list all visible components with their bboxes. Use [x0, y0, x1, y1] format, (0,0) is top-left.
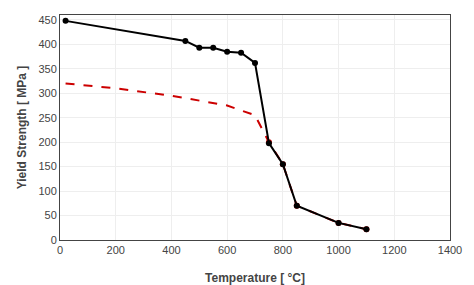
svg-text:200: 200	[38, 136, 56, 148]
svg-text:1200: 1200	[382, 244, 406, 256]
svg-text:400: 400	[162, 244, 180, 256]
svg-text:250: 250	[38, 112, 56, 124]
svg-text:150: 150	[38, 160, 56, 172]
svg-text:600: 600	[218, 244, 236, 256]
svg-text:400: 400	[38, 38, 56, 50]
svg-text:1000: 1000	[326, 244, 350, 256]
svg-text:450: 450	[38, 14, 56, 26]
svg-text:Temperature [ °C]: Temperature [ °C]	[205, 271, 305, 285]
svg-text:Yield Strength [ MPa ]: Yield Strength [ MPa ]	[15, 66, 29, 190]
svg-text:0: 0	[51, 234, 57, 246]
svg-text:1400: 1400	[438, 244, 462, 256]
svg-text:300: 300	[38, 87, 56, 99]
svg-text:50: 50	[45, 209, 57, 221]
svg-text:100: 100	[38, 185, 56, 197]
svg-text:800: 800	[274, 244, 292, 256]
svg-text:0: 0	[57, 244, 63, 256]
svg-text:200: 200	[107, 244, 125, 256]
svg-text:350: 350	[38, 63, 56, 75]
